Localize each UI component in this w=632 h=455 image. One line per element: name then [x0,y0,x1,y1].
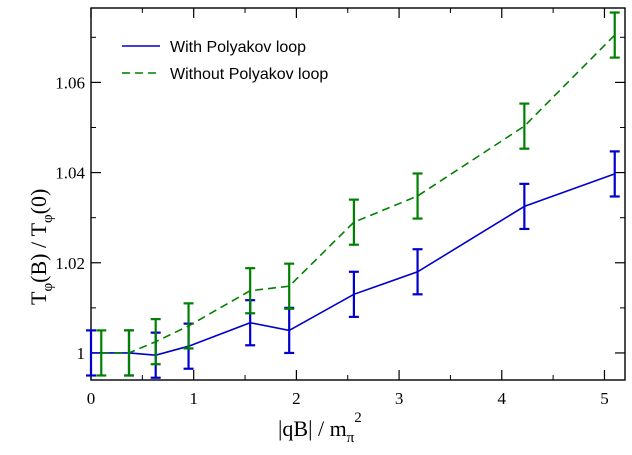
y-axis-label: Tφ(B) / Tφ(0) [26,189,56,305]
x-axis-label-sub: π [347,430,355,446]
x-tick-label: 3 [395,389,404,408]
series-1 [96,11,620,377]
plot-frame [90,7,626,381]
legend-label-without-polyakov: Without Polyakov loop [170,66,328,83]
x-tick-label: 1 [189,389,198,408]
axis-ticks: 0 1 2 3 4 5 1 1.02 1.04 1.06 [55,8,625,408]
series-line [101,34,616,354]
series-line [91,173,615,357]
y-tick-label: 1.06 [55,73,85,92]
y-axis-label-mid: (B) / T [26,222,51,282]
y-tick-label: 1.04 [55,164,85,183]
legend: With Polyakov loop Without Polyakov loop [122,39,328,83]
x-axis-label-sup: 2 [354,410,362,426]
y-axis-label-sub2: φ [40,214,56,223]
y-tick-label: 1 [77,344,86,363]
x-tick-label: 5 [600,389,609,408]
x-tick-label: 2 [292,389,301,408]
series-0 [86,150,620,379]
x-tick-label: 0 [87,389,96,408]
x-tick-label: 4 [498,389,507,408]
x-axis-label: |qB| / mπ2 [278,410,362,446]
y-axis-label-sub: φ [40,283,56,292]
y-axis-label-end: (0) [26,189,51,215]
y-tick-label: 1.02 [55,254,85,273]
series-layer [86,11,620,379]
legend-label-with-polyakov: With Polyakov loop [170,39,306,56]
